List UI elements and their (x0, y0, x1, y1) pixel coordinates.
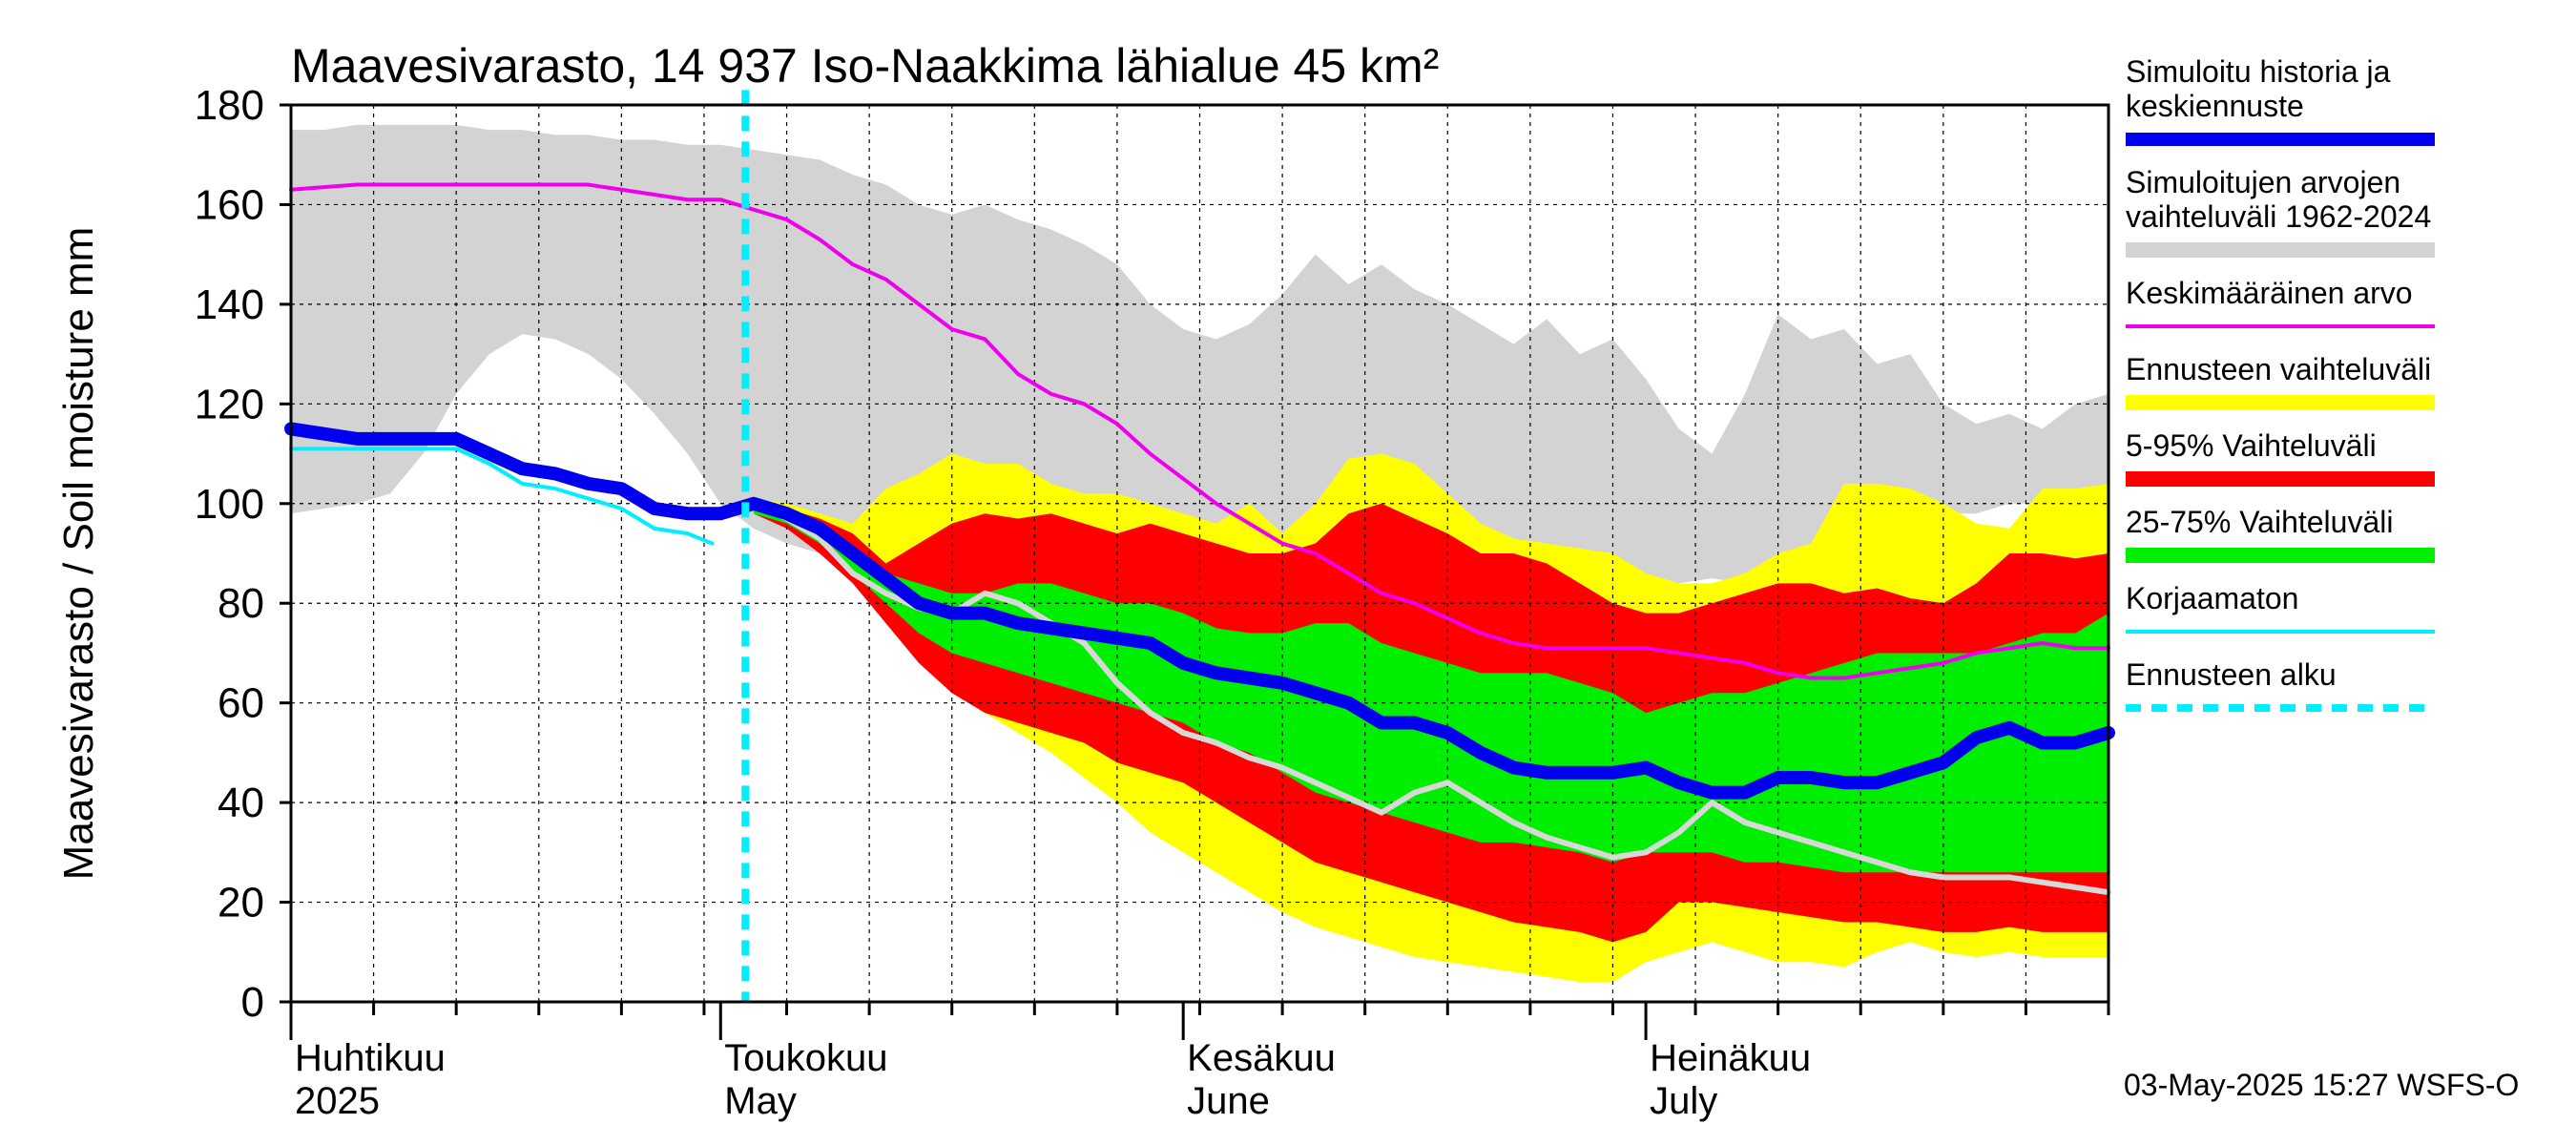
y-tick-label: 0 (241, 979, 264, 1026)
y-tick-label: 100 (195, 481, 264, 528)
legend-label: Ennusteen vaihteluväli (2126, 352, 2431, 386)
y-tick-label: 180 (195, 82, 264, 129)
month-label: Heinäkuu (1650, 1037, 1811, 1079)
y-tick-label: 20 (218, 880, 264, 926)
month-label: Kesäkuu (1187, 1037, 1336, 1079)
simulated-line (284, 422, 2115, 800)
legend-label: keskiennuste (2126, 89, 2304, 123)
y-tick-label: 60 (218, 680, 264, 727)
legend-label: vaihteluväli 1962-2024 (2126, 199, 2431, 234)
gray-scenario-line (750, 500, 2111, 896)
chart-title: Maavesivarasto, 14 937 Iso-Naakkima lähi… (291, 39, 1439, 93)
month-sublabel: May (724, 1080, 797, 1122)
month-label: Toukokuu (724, 1037, 887, 1079)
y-tick-label: 80 (218, 580, 264, 627)
legend-label: 5-95% Vaihteluväli (2126, 428, 2377, 463)
legend-label: Korjaamaton (2126, 581, 2298, 615)
line-layer (284, 90, 2115, 1002)
month-sublabel: July (1650, 1080, 1717, 1122)
y-tick-label: 140 (195, 281, 264, 328)
y-tick-labels: 0 20 40 60 80 100 120 140 160 180 (195, 82, 291, 1026)
footer-timestamp: 03-May-2025 15:27 WSFS-O (2124, 1068, 2519, 1102)
y-tick-label: 120 (195, 381, 264, 427)
grid-layer (291, 105, 2109, 1002)
legend-label: Ennusteen alku (2126, 657, 2337, 692)
month-label: Huhtikuu (295, 1037, 446, 1079)
uncorrected-line (289, 447, 715, 546)
month-sublabel: June (1187, 1080, 1270, 1122)
legend-label: Simuloitu historia ja (2126, 54, 2391, 89)
legend-label: Simuloitujen arvojen (2126, 165, 2400, 199)
y-tick-label: 40 (218, 780, 264, 826)
y-axis-label: Maavesivarasto / Soil moisture mm (55, 227, 102, 881)
mean-line (289, 182, 2110, 680)
y-tick-label: 160 (195, 181, 264, 228)
month-sublabel: 2025 (295, 1080, 380, 1122)
legend-label: 25-75% Vaihteluväli (2126, 505, 2393, 539)
legend-label: Keskimääräinen arvo (2126, 276, 2413, 310)
